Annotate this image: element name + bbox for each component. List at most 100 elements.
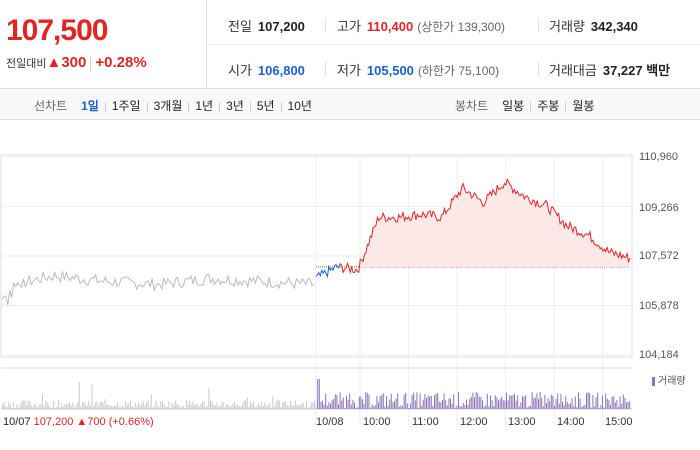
volume-bar xyxy=(438,401,440,409)
volume-bar xyxy=(334,394,336,409)
volume-bar xyxy=(381,395,383,409)
x-tick-label: 12:00 xyxy=(460,416,488,428)
volume-bar xyxy=(419,393,421,409)
volume-bar xyxy=(98,405,99,409)
volume-bar xyxy=(184,407,186,409)
series-line-today-up xyxy=(339,177,631,275)
current-price: 107,500 xyxy=(6,14,108,47)
volume-bar xyxy=(48,404,50,409)
volume-bar xyxy=(594,406,595,409)
volume-bar xyxy=(128,402,130,409)
line-chart-label: 선차트 xyxy=(34,99,68,113)
volume-bar xyxy=(139,405,141,409)
volume-bar xyxy=(368,394,370,409)
volume-bar xyxy=(104,399,106,409)
volume-bar xyxy=(238,405,240,409)
volume-bar xyxy=(197,404,199,409)
divider xyxy=(219,101,221,112)
volume-bar xyxy=(494,395,496,409)
volume-bar xyxy=(291,405,293,409)
volume-bar xyxy=(538,399,539,409)
volume-bar xyxy=(605,393,607,409)
volume-bar xyxy=(456,405,458,409)
volume-bar xyxy=(498,400,499,409)
divider xyxy=(325,18,326,32)
period-10y[interactable]: 10년 xyxy=(287,99,312,113)
chart-canvas xyxy=(0,154,633,425)
volume-bar xyxy=(480,396,482,409)
volume-bar xyxy=(344,407,346,409)
volume-bar xyxy=(234,401,235,409)
candle-chart-label: 봉차트 xyxy=(455,99,489,113)
volume-bar xyxy=(320,401,322,409)
volume-bar xyxy=(573,406,575,409)
candle-chart-periods: 봉차트 일봉 주봉 월봉 xyxy=(455,97,598,114)
volume-bar xyxy=(355,407,357,409)
period-5y[interactable]: 5년 xyxy=(256,99,275,113)
volume-bar xyxy=(362,399,363,409)
volume-bar xyxy=(251,404,253,409)
volume-bar xyxy=(360,396,362,409)
upper-limit: (상한가 139,300) xyxy=(417,20,506,34)
volume-bar xyxy=(213,405,215,409)
volume-bar xyxy=(570,403,571,409)
volume-bar xyxy=(118,407,120,409)
volume-bar xyxy=(10,404,11,409)
volume-bar xyxy=(614,402,616,409)
volume-bar xyxy=(610,404,611,409)
volume-bar xyxy=(256,405,258,409)
volume-bar xyxy=(72,402,74,409)
volume-bar xyxy=(445,400,447,409)
volume-bar xyxy=(66,404,67,409)
series-line-today-down xyxy=(315,263,341,279)
volume-bar xyxy=(491,400,493,409)
volume-bar xyxy=(547,398,549,409)
volume-bar xyxy=(410,403,411,409)
volume-bar xyxy=(38,404,40,409)
volume-bar xyxy=(333,398,335,409)
volume-bar xyxy=(502,400,504,409)
candle-weekly[interactable]: 주봉 xyxy=(537,99,560,113)
volume-bar xyxy=(435,393,437,409)
volume-bar xyxy=(94,402,96,409)
x-tick-label: 13:00 xyxy=(508,416,536,428)
volume-bar xyxy=(267,405,269,409)
volume-bar xyxy=(122,405,123,409)
volume-bar xyxy=(154,405,155,409)
stat-label: 전일 xyxy=(228,19,252,34)
candle-monthly[interactable]: 월봉 xyxy=(572,99,595,113)
period-1y[interactable]: 1년 xyxy=(195,99,214,113)
volume-bar xyxy=(64,404,66,409)
volume-bar xyxy=(77,401,79,409)
volume-bar xyxy=(397,393,399,409)
candle-daily[interactable]: 일봉 xyxy=(502,99,525,113)
period-1w[interactable]: 1주일 xyxy=(111,99,141,113)
period-3y[interactable]: 3년 xyxy=(226,99,244,113)
period-1d[interactable]: 1일 xyxy=(81,99,99,113)
volume-bar xyxy=(53,401,55,409)
volume-bar xyxy=(242,404,243,409)
volume-bar xyxy=(490,395,491,409)
price-box: 107,500 전일대비▲300 +0.28% xyxy=(0,0,207,88)
volume-bar xyxy=(347,399,349,409)
price-chart[interactable]: 110,960 109,266 107,572 105,878 104,184 … xyxy=(0,120,700,450)
volume-bar xyxy=(290,401,291,409)
volume-bar xyxy=(5,406,7,409)
volume-bar xyxy=(224,406,226,409)
volume-bar xyxy=(93,406,95,409)
stat-value: 106,800 xyxy=(257,63,305,78)
volume-bar xyxy=(472,392,474,409)
volume-bar xyxy=(83,401,85,409)
volume-bar xyxy=(22,400,24,409)
volume-bar xyxy=(315,404,317,409)
volume-bar xyxy=(446,405,448,409)
period-3m[interactable]: 3개월 xyxy=(153,99,183,113)
volume-bar xyxy=(600,405,602,409)
volume-bar xyxy=(467,404,469,409)
volume-bar xyxy=(58,400,59,409)
volume-bar xyxy=(322,400,323,409)
volume-bar xyxy=(198,406,200,409)
volume-bar xyxy=(525,395,527,409)
volume-bar xyxy=(411,395,413,409)
x-tick-label: 15:00 xyxy=(605,416,633,428)
